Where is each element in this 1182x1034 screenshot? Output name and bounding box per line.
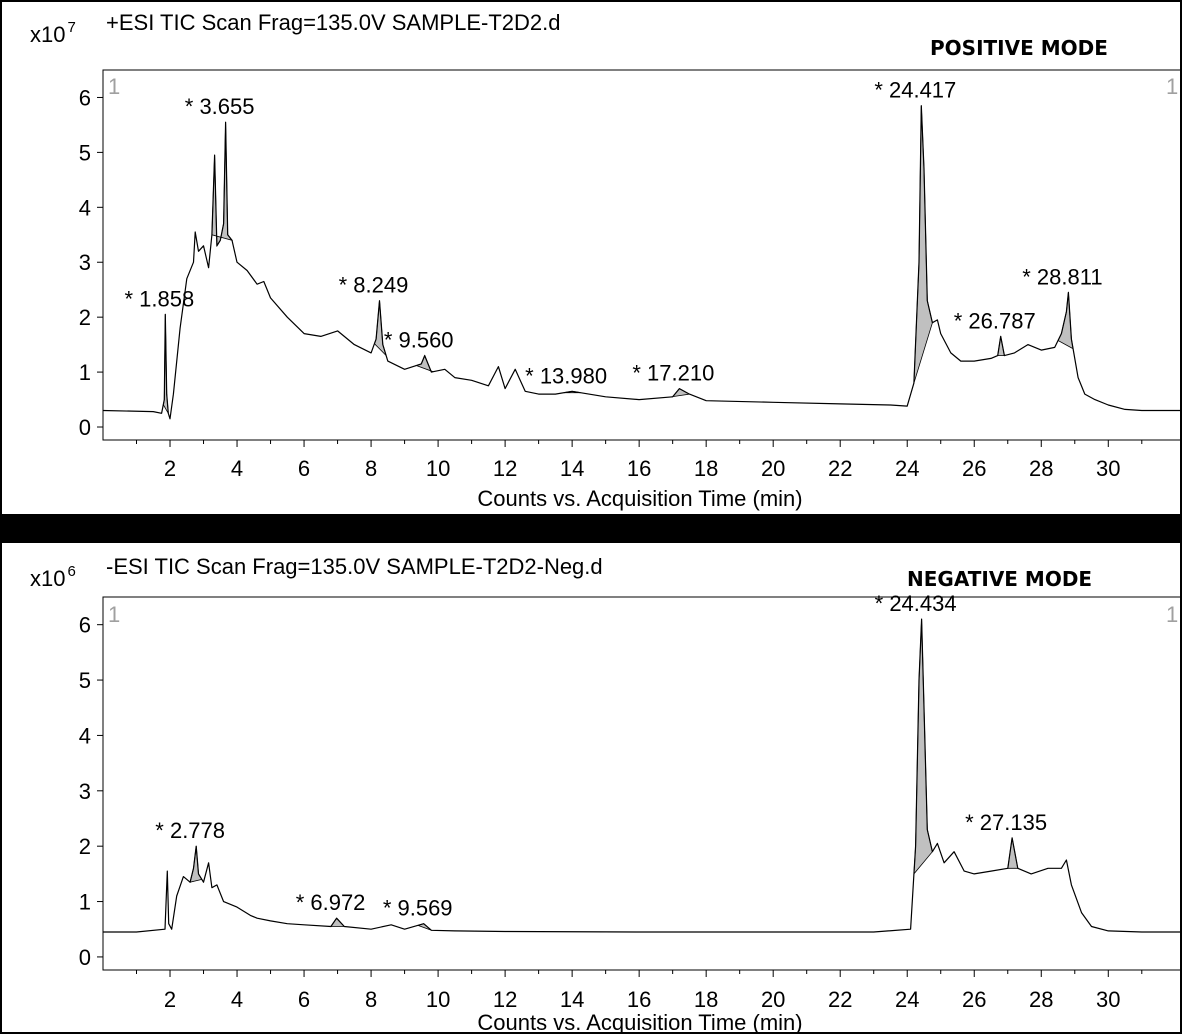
top-peak-label: * 9.560 [384,328,454,353]
top-mode-label: POSITIVE MODE [930,36,1108,60]
bottom-corner-mark-right: 1 [1166,602,1178,627]
top-x-tick-label: 16 [627,456,651,481]
top-y-tick-label: 0 [79,415,91,440]
bot-x-tick-label: 16 [627,987,651,1012]
negative-mode-panel: x10 6 -ESI TIC Scan Frag=135.0V SAMPLE-T2… [0,541,1182,1034]
top-peak-label: * 24.417 [874,78,956,103]
top-x-tick-label: 28 [1029,456,1053,481]
bottom-multiplier: x10 6 [30,563,76,591]
bot-x-tick-label: 30 [1096,987,1120,1012]
panel-separator [0,515,1182,542]
bot-y-tick-label: 5 [79,668,91,693]
bot-x-tick-label: 10 [426,987,450,1012]
bot-peak-label: * 6.972 [296,890,366,915]
top-peak-label: * 1.858 [124,286,194,311]
bot-y-tick-label: 4 [79,723,91,748]
bot-x-tick-label: 26 [962,987,986,1012]
top-peak-label: * 3.655 [185,94,255,119]
bot-x-tick-label: 22 [828,987,852,1012]
bottom-x-axis-label: Counts vs. Acquisition Time (min) [477,1010,802,1034]
top-peak-label: * 28.811 [1022,264,1102,289]
bot-peak-label: * 24.434 [875,591,957,616]
bot-y-tick-label: 2 [79,834,91,859]
bot-x-tick-label: 2 [164,987,176,1012]
top-x-axis-label: Counts vs. Acquisition Time (min) [477,486,802,511]
top-y-tick-label: 2 [79,305,91,330]
bot-x-tick-label: 18 [694,987,718,1012]
top-corner-mark-right: 1 [1166,74,1178,99]
top-peak-label: * 26.787 [954,308,1036,333]
top-y-tick-label: 5 [79,140,91,165]
top-x-tick-label: 2 [164,456,176,481]
top-x-tick-label: 10 [426,456,450,481]
bot-x-tick-label: 24 [895,987,919,1012]
top-x-tick-label: 22 [828,456,852,481]
bot-x-tick-label: 20 [761,987,785,1012]
top-y-tick-label: 3 [79,250,91,275]
top-multiplier: x10 7 [30,19,76,47]
top-y-tick-label: 4 [79,195,91,220]
bot-y-tick-label: 3 [79,779,91,804]
top-x-tick-label: 14 [560,456,584,481]
top-x-tick-label: 6 [298,456,310,481]
top-corner-mark-left: 1 [108,74,120,99]
bottom-trace-group [103,618,1182,933]
bot-x-tick-label: 14 [560,987,584,1012]
top-y-tick-label: 6 [79,85,91,110]
bot-x-tick-label: 6 [298,987,310,1012]
top-y-tick-label: 1 [79,360,91,385]
bottom-panel-frame [0,541,1182,1034]
top-y-axis: 0 1 2 3 4 5 6 [79,85,103,440]
positive-mode-panel: x10 7 +ESI TIC Scan Frag=135.0V SAMPLE-T2… [0,0,1182,516]
top-x-tick-label: 8 [365,456,377,481]
bottom-x-axis: 2 4 6 8 10 12 14 16 18 20 22 24 26 28 30 [136,970,1143,1012]
top-x-tick-label: 24 [895,456,919,481]
top-trace-group [102,105,1182,420]
top-peak-label: * 8.249 [339,273,409,298]
bot-y-tick-label: 0 [79,945,91,970]
bottom-peak-labels: * 2.778 * 6.972 * 9.569 * 24.434 * 27.135 [155,591,1047,921]
top-plot-area [102,69,1182,441]
top-x-tick-label: 4 [231,456,243,481]
bottom-mode-label: NEGATIVE MODE [907,567,1092,591]
top-peak-label: * 17.210 [632,361,714,386]
bot-peak-label: * 27.135 [965,810,1047,835]
bottom-y-axis: 0 1 2 3 4 5 6 [79,613,103,970]
top-x-tick-label: 30 [1096,456,1120,481]
top-peak-labels: * 1.858 * 3.655 * 8.249 * 9.560 * 13.980 * 17… [124,78,1102,389]
top-peak-label: * 13.980 [525,363,607,388]
bot-x-tick-label: 12 [493,987,517,1012]
top-x-tick-label: 20 [761,456,785,481]
top-tic-trace [102,105,1182,420]
bot-x-tick-label: 28 [1029,987,1053,1012]
top-x-tick-label: 26 [962,456,986,481]
top-x-tick-label: 12 [493,456,517,481]
top-x-tick-label: 18 [694,456,718,481]
bot-peak-label: * 2.778 [155,818,225,843]
bot-peak-label: * 9.569 [383,896,453,921]
top-x-axis: 2 4 6 8 10 12 14 16 18 20 22 24 26 28 30 [136,440,1143,481]
bottom-plot-area [102,596,1182,971]
bot-y-tick-label: 6 [79,613,91,638]
bot-y-tick-label: 1 [79,890,91,915]
bot-x-tick-label: 8 [365,987,377,1012]
bot-tic-trace [103,618,1182,933]
top-header: +ESI TIC Scan Frag=135.0V SAMPLE-T2D2.d [106,10,560,35]
bot-x-tick-label: 4 [231,987,243,1012]
bottom-corner-mark-left: 1 [108,602,120,627]
bottom-header: -ESI TIC Scan Frag=135.0V SAMPLE-T2D2-Ne… [106,554,603,579]
